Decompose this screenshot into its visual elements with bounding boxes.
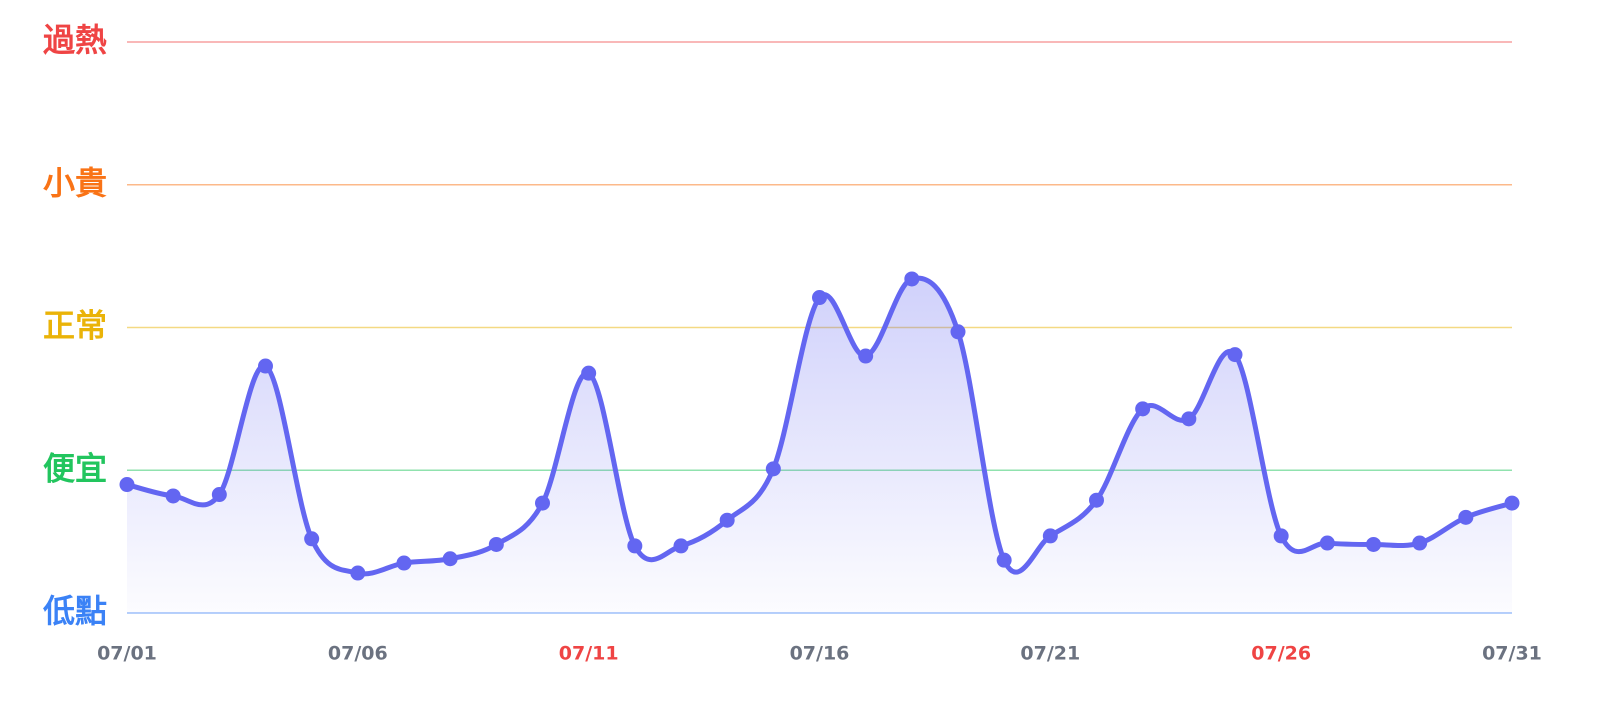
point (765, 461, 781, 477)
point (165, 488, 181, 504)
x-tick-label: 07/16 (790, 643, 850, 665)
point (1366, 536, 1381, 552)
point (1227, 347, 1243, 363)
point (719, 512, 735, 528)
point (950, 324, 966, 340)
point (1273, 528, 1289, 544)
point (488, 536, 504, 552)
point (1504, 495, 1520, 511)
x-tick-label: 07/21 (1020, 643, 1080, 665)
y-tick-label: 小貴 (43, 164, 107, 202)
point (1089, 492, 1104, 508)
y-tick-label: 便宜 (43, 449, 107, 487)
point (211, 487, 227, 503)
point (627, 538, 643, 554)
point (996, 552, 1012, 568)
point (535, 495, 550, 511)
point (1181, 411, 1197, 427)
point (258, 358, 273, 374)
y-tick-label: 正常 (43, 307, 107, 345)
point (1042, 528, 1058, 544)
point (350, 565, 366, 581)
point (1412, 535, 1428, 551)
x-tick-label: 07/31 (1482, 643, 1542, 665)
x-tick-label: 07/06 (328, 643, 388, 665)
point (581, 365, 597, 381)
x-tick-label: 07/11 (559, 643, 619, 665)
point (904, 271, 920, 287)
point (442, 551, 458, 567)
point (1319, 535, 1335, 551)
y-tick-label: 低點 (43, 592, 107, 630)
x-tick-label: 07/26 (1251, 643, 1311, 665)
point (1135, 401, 1151, 417)
area (127, 278, 1512, 613)
y-tick-label: 過熱 (43, 21, 107, 59)
point (396, 555, 412, 571)
point (812, 290, 827, 306)
point (858, 348, 874, 364)
x-tick-label: 07/01 (97, 643, 157, 665)
point (304, 531, 320, 547)
point (673, 538, 689, 554)
point (1458, 509, 1474, 525)
point (119, 477, 135, 493)
